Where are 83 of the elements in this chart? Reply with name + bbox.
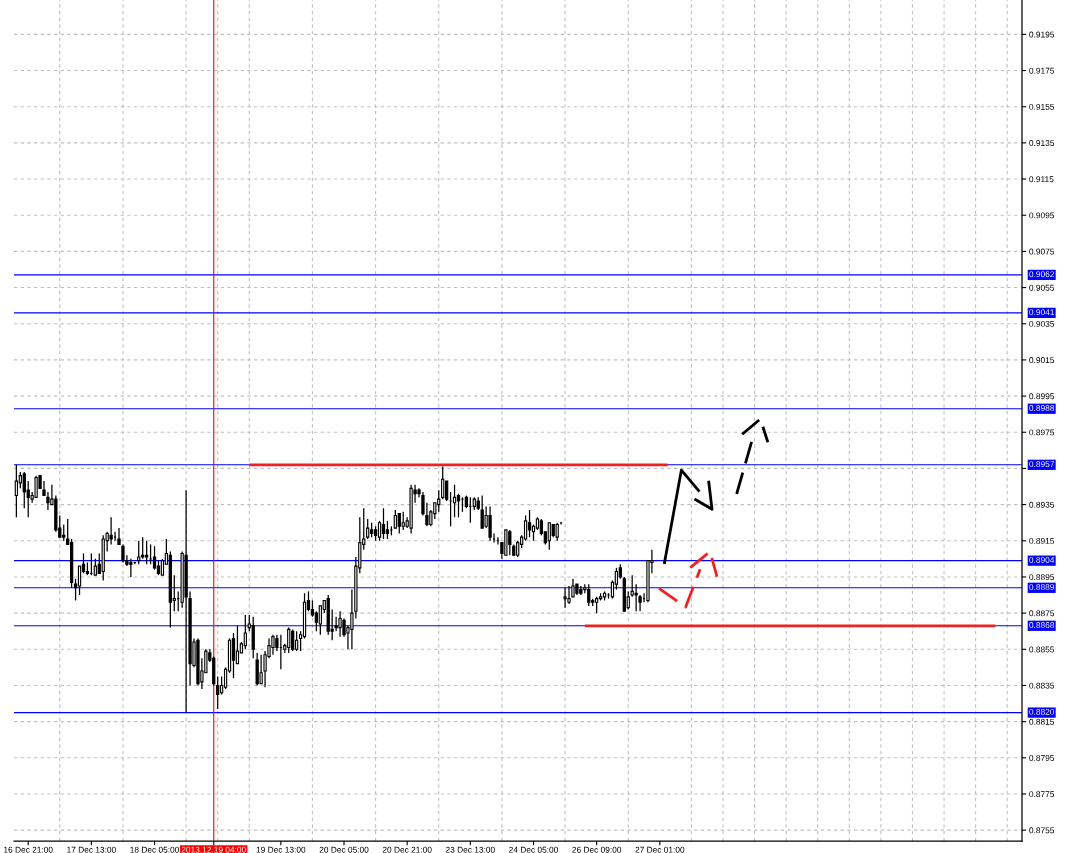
- ref-line-label: 0.8904: [1029, 557, 1055, 563]
- candlestick: [508, 529, 512, 556]
- candlestick: [77, 565, 82, 596]
- ref-line-label: 0.8988: [1029, 405, 1055, 411]
- y-tick-label: 0.9015: [1029, 357, 1055, 364]
- candlestick: [634, 583, 638, 612]
- candlestick: [231, 632, 236, 679]
- x-tick-label: 27 Dec 01:00: [635, 846, 685, 853]
- candlestick: [555, 522, 559, 542]
- ref-line-label: 0.8957: [1029, 461, 1055, 468]
- candlestick: [563, 587, 567, 609]
- candlestick: [338, 610, 342, 638]
- y-tick-label: 0.8895: [1029, 574, 1055, 581]
- candlestick: [291, 628, 295, 652]
- candlestick: [480, 494, 484, 529]
- x-tick-label: 23 Dec 13:00: [445, 846, 495, 853]
- candlestick: [109, 516, 113, 546]
- candlestick: [243, 614, 247, 650]
- y-tick-label: 0.9135: [1029, 140, 1055, 146]
- candlestick: [255, 652, 259, 687]
- x-tick-label: 20 Dec 05:00: [319, 846, 369, 853]
- candlestick: [527, 509, 532, 538]
- candlestick: [587, 583, 591, 607]
- x-tick-label: 2013.12.19 04:00: [181, 846, 246, 853]
- candlestick: [22, 471, 26, 509]
- candlestick: [271, 634, 275, 656]
- candlestick: [259, 654, 263, 685]
- y-tick-label: 0.9075: [1029, 248, 1055, 255]
- ref-line-label: 0.9041: [1029, 309, 1055, 316]
- candlestick: [366, 518, 370, 540]
- y-tick-label: 0.8975: [1029, 429, 1055, 436]
- y-tick-label: 0.8775: [1029, 791, 1055, 798]
- candlestick: [456, 493, 461, 518]
- y-tick-label: 0.9155: [1029, 103, 1055, 110]
- candlestick: [152, 545, 157, 571]
- y-tick-label: 0.8875: [1029, 610, 1055, 617]
- x-tick-label: 20 Dec 21:00: [382, 846, 432, 853]
- candlestick: [141, 536, 145, 560]
- y-tick-label: 0.9095: [1029, 212, 1055, 219]
- x-tick-label: 18 Dec 05:00: [130, 846, 179, 853]
- candlestick: [523, 514, 528, 542]
- candlestick: [251, 616, 255, 659]
- y-tick-label: 0.8755: [1029, 827, 1055, 834]
- ref-line-label: 0.8820: [1029, 708, 1055, 715]
- candlestick: [144, 540, 149, 565]
- y-tick-label: 0.9175: [1029, 67, 1055, 74]
- y-tick-label: 0.8835: [1029, 682, 1055, 689]
- candlestick: [437, 489, 441, 513]
- candlestick: [129, 558, 133, 578]
- y-tick-label: 0.8855: [1029, 646, 1055, 653]
- y-tick-label: 0.9115: [1029, 176, 1054, 183]
- y-tick-label: 0.8935: [1029, 501, 1055, 508]
- candlestick: [401, 511, 405, 531]
- candlestick: [547, 522, 551, 551]
- candlestick: [377, 520, 382, 542]
- x-tick-label: 24 Dec 05:00: [509, 846, 558, 853]
- candlestick: [488, 505, 492, 542]
- candlestick: [393, 509, 397, 529]
- x-tick-label: 19 Dec 13:00: [256, 846, 306, 853]
- y-tick-label: 0.8815: [1029, 718, 1055, 725]
- candlestick: [441, 465, 445, 500]
- candlestick: [148, 543, 153, 565]
- candlestick: [287, 626, 291, 654]
- ref-line-label: 0.8868: [1029, 622, 1055, 629]
- ref-line-label: 0.9062: [1029, 271, 1055, 278]
- candlestick: [295, 630, 299, 652]
- candlestick: [397, 513, 401, 535]
- candlestick: [567, 585, 571, 605]
- y-tick-label: 0.8995: [1029, 393, 1055, 400]
- ref-line-label: 0.8889: [1029, 584, 1055, 591]
- y-tick-label: 0.8795: [1029, 755, 1055, 761]
- y-tick-label: 0.9035: [1029, 320, 1055, 327]
- candlestick: [216, 675, 220, 710]
- candlestick: [137, 540, 141, 565]
- candlestick: [381, 507, 386, 540]
- candlestick: [452, 484, 457, 518]
- x-tick-label: 16 Dec 21:00: [4, 846, 53, 853]
- candlestick: [445, 480, 449, 502]
- y-tick-label: 0.9195: [1029, 31, 1055, 38]
- x-tick-label: 26 Dec 09:00: [572, 846, 622, 853]
- x-tick-label: 17 Dec 13:00: [67, 846, 116, 853]
- y-tick-label: 0.9055: [1029, 284, 1055, 291]
- y-tick-label: 0.8915: [1029, 537, 1055, 544]
